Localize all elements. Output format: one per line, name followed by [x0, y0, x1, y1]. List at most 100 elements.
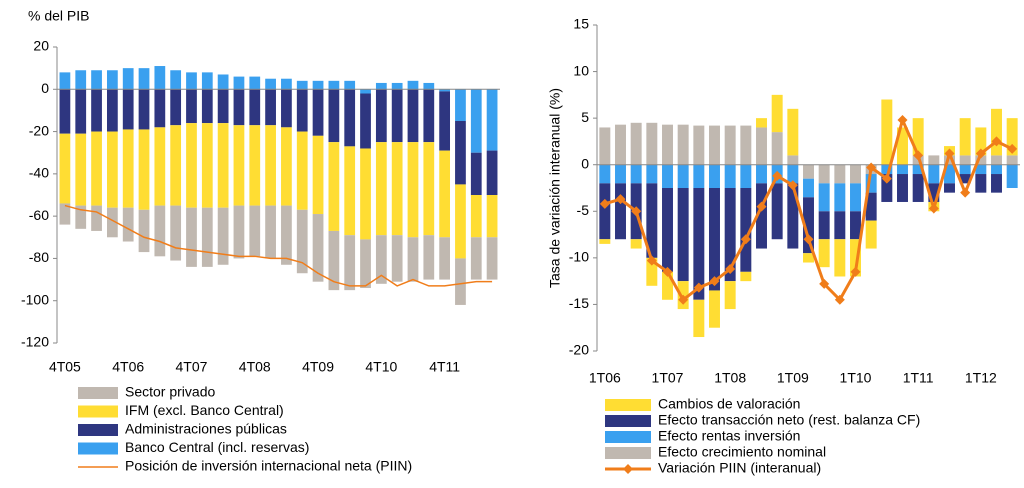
- bar: [186, 72, 197, 90]
- bar: [818, 183, 830, 212]
- legend-swatch: [78, 405, 118, 418]
- bar: [344, 146, 356, 236]
- bar: [470, 195, 482, 238]
- bar: [296, 89, 308, 132]
- bar: [186, 89, 197, 124]
- bar: [91, 131, 102, 206]
- bar: [423, 142, 435, 236]
- bar: [281, 205, 292, 265]
- bar: [818, 164, 830, 184]
- bar: [486, 195, 498, 238]
- bar: [662, 124, 673, 165]
- marker: [834, 294, 845, 305]
- bar: [201, 123, 213, 208]
- legend-swatch: [605, 431, 651, 443]
- bar: [881, 99, 893, 165]
- bar: [803, 197, 814, 254]
- x-tick-label: 4T09: [302, 359, 334, 375]
- bar: [296, 131, 308, 210]
- bar: [122, 68, 134, 90]
- bar: [281, 127, 292, 206]
- marker: [913, 150, 924, 161]
- bar: [201, 207, 213, 267]
- bar: [912, 164, 924, 175]
- bar: [693, 299, 705, 338]
- bar: [170, 89, 182, 126]
- bar: [709, 290, 720, 328]
- bar: [646, 164, 658, 184]
- marker: [693, 282, 704, 293]
- bar: [850, 183, 861, 212]
- bar: [850, 239, 861, 277]
- bar: [818, 211, 830, 240]
- bar: [677, 124, 689, 165]
- bar: [881, 174, 893, 202]
- y-tick-label: 5: [581, 109, 589, 125]
- bar: [217, 207, 229, 265]
- bar: [975, 174, 987, 193]
- bar: [312, 135, 324, 215]
- y-tick-label: -20: [569, 342, 589, 358]
- bar: [75, 133, 87, 206]
- y-tick-label: -120: [21, 334, 49, 350]
- bar: [391, 235, 403, 282]
- bar: [217, 74, 229, 90]
- bar: [787, 183, 799, 249]
- bar: [630, 164, 642, 184]
- bar: [724, 188, 736, 282]
- bar: [455, 184, 466, 259]
- legend-swatch: [78, 387, 118, 399]
- x-tick-label: 1T10: [840, 370, 872, 386]
- legend-label: Efecto crecimiento nominal: [658, 444, 826, 460]
- bar: [709, 188, 720, 291]
- bar: [1006, 118, 1018, 156]
- x-tick-label: 4T11: [429, 359, 460, 375]
- bar: [740, 271, 752, 282]
- bar: [787, 108, 799, 156]
- legend-swatch: [605, 447, 651, 459]
- bar: [709, 164, 720, 188]
- bar: [186, 123, 197, 208]
- bar: [646, 183, 658, 258]
- y-tick-label: -15: [569, 295, 589, 311]
- bar: [265, 205, 276, 259]
- bar: [391, 142, 403, 236]
- bar: [599, 164, 611, 184]
- bar: [470, 152, 482, 195]
- legend-label: Efecto rentas inversión: [658, 428, 800, 444]
- x-tick-label: 1T07: [652, 370, 684, 386]
- bar: [599, 239, 611, 244]
- bar: [991, 164, 1002, 175]
- bar: [646, 122, 658, 165]
- bar: [740, 164, 752, 188]
- bar: [897, 127, 908, 165]
- bar: [360, 239, 371, 289]
- bar: [154, 205, 166, 257]
- bar: [59, 203, 71, 225]
- bar: [265, 125, 276, 206]
- bar: [122, 207, 134, 242]
- bar: [881, 164, 893, 175]
- x-tick-label: 4T06: [112, 359, 144, 375]
- bar: [850, 164, 861, 184]
- bar: [439, 91, 451, 151]
- bar: [865, 192, 877, 221]
- bar: [803, 178, 814, 198]
- bar: [312, 80, 324, 90]
- bar: [897, 164, 908, 175]
- bar: [154, 89, 166, 128]
- bar: [771, 183, 783, 240]
- y-tick-label: -80: [29, 249, 49, 265]
- bar: [281, 78, 292, 90]
- bar: [170, 125, 182, 206]
- y-tick-label: 15: [573, 16, 589, 32]
- marker: [928, 203, 939, 214]
- bar: [423, 82, 435, 90]
- bar: [677, 164, 689, 188]
- bar: [709, 125, 720, 165]
- bar: [615, 164, 626, 184]
- bar: [233, 205, 245, 259]
- bar: [423, 89, 435, 143]
- bar: [865, 220, 877, 249]
- y-tick-label: -60: [29, 207, 49, 223]
